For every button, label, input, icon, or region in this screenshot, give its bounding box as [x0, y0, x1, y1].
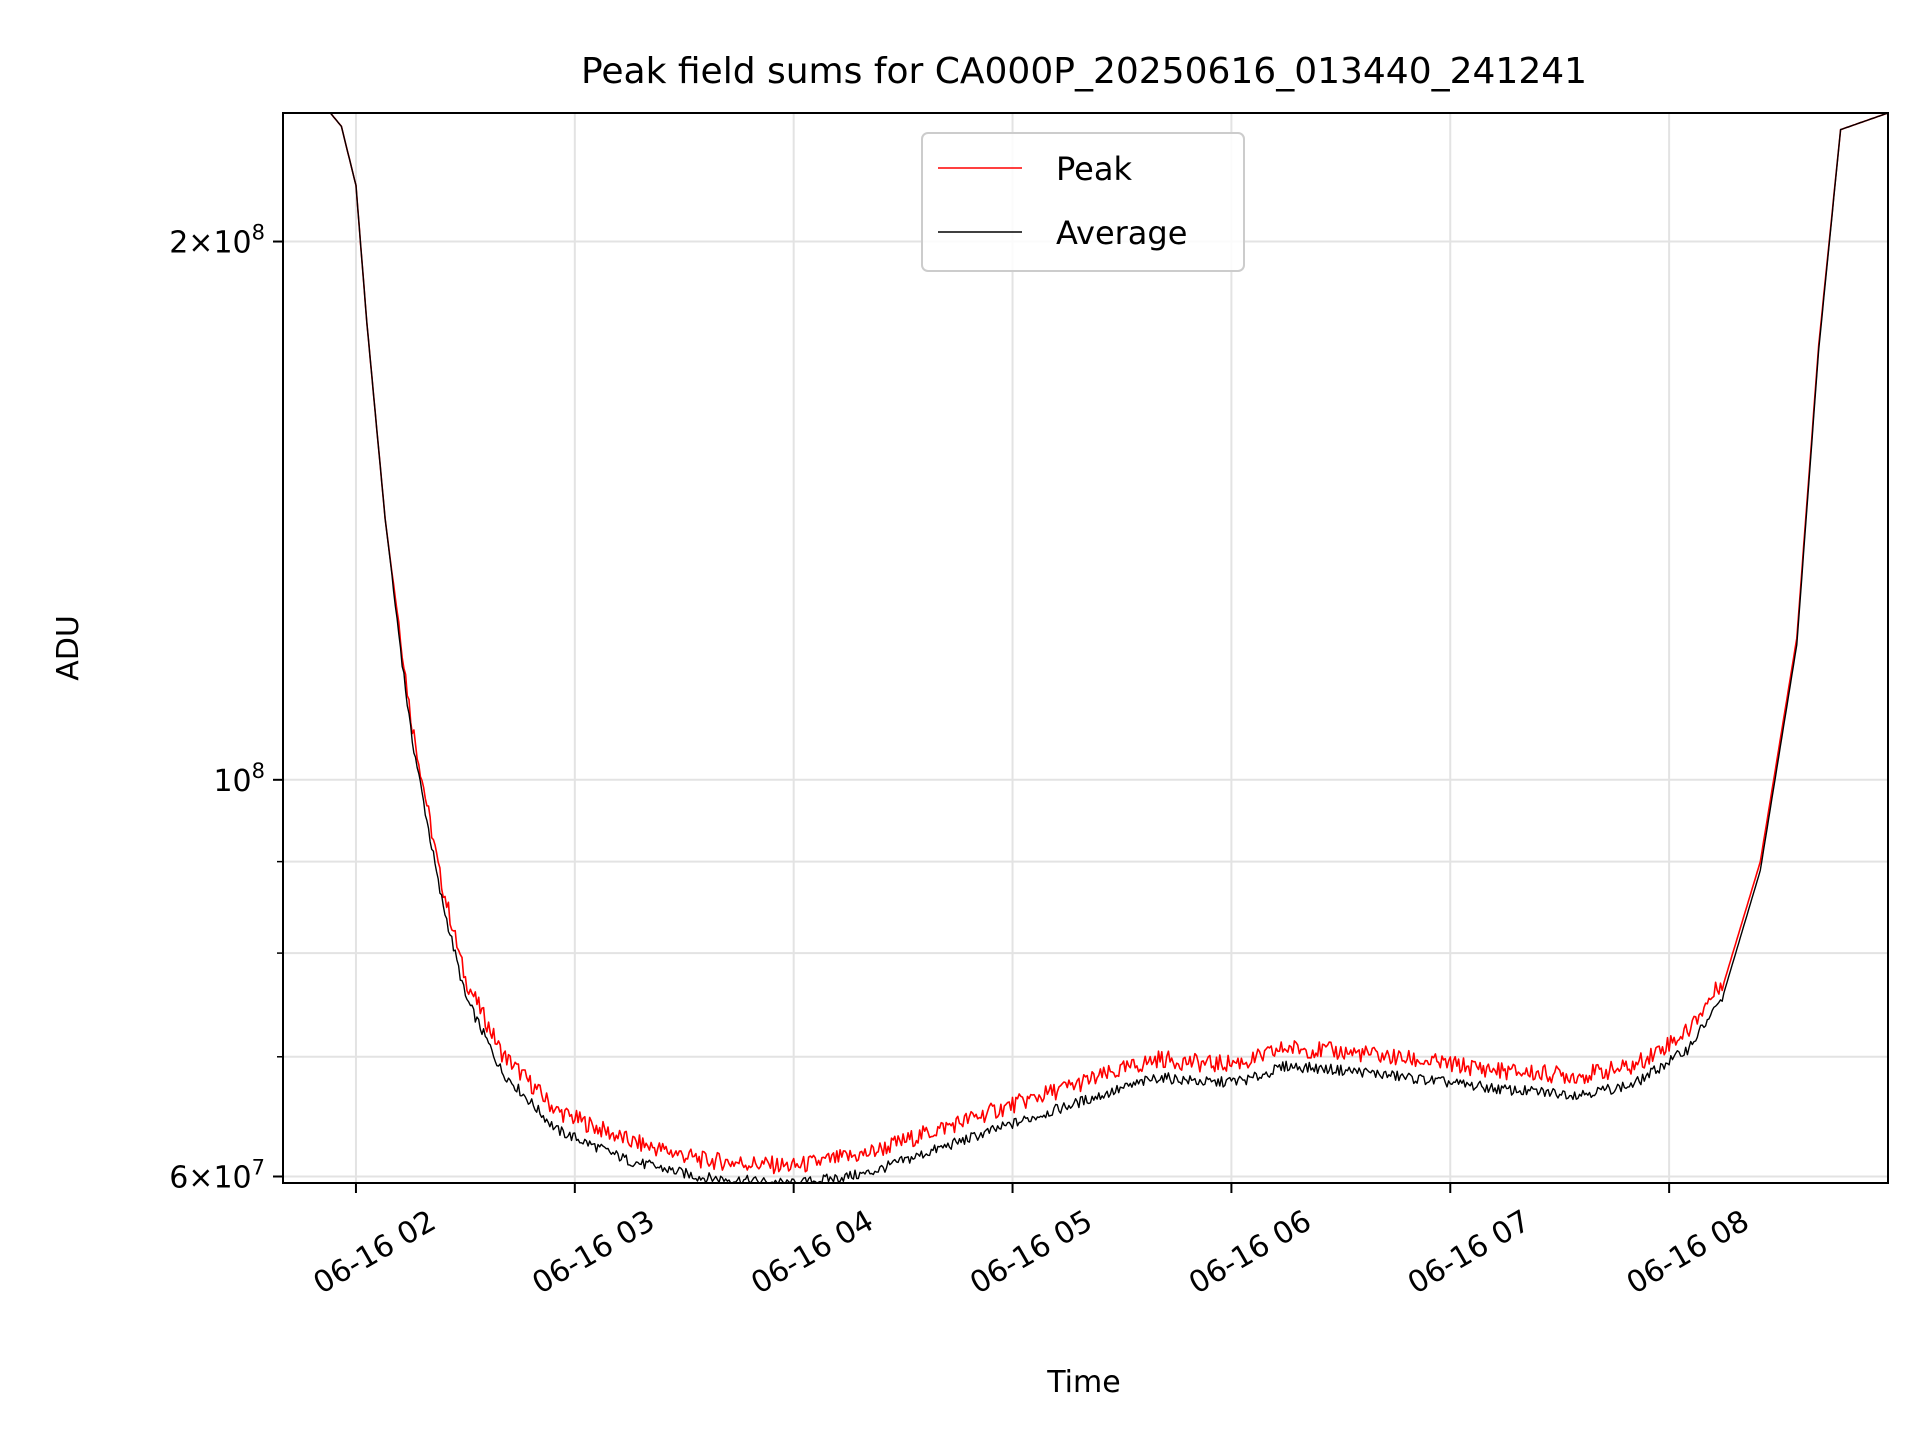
legend-label-peak: Peak — [1056, 150, 1132, 188]
x-axis-label: Time — [1046, 1365, 1120, 1400]
plot-area — [283, 113, 1888, 1183]
y-tick-label: 6×107 — [169, 1156, 265, 1196]
y-tick-label: 108 — [213, 759, 265, 799]
legend: Peak Average — [921, 132, 1245, 272]
y-axis-ticks: 6×107 108 2×108 — [169, 221, 283, 1196]
legend-label-average: Average — [1056, 214, 1187, 252]
series-line-peak — [283, 112, 1889, 1175]
series-line-average — [283, 112, 1889, 1184]
chart-title: Peak field sums for CA000P_20250616_0134… — [581, 51, 1587, 92]
y-tick-label: 2×108 — [169, 221, 265, 261]
plot-frame — [282, 112, 1889, 1184]
series-lines — [283, 112, 1889, 1184]
y-axis-label: ADU — [51, 615, 86, 681]
